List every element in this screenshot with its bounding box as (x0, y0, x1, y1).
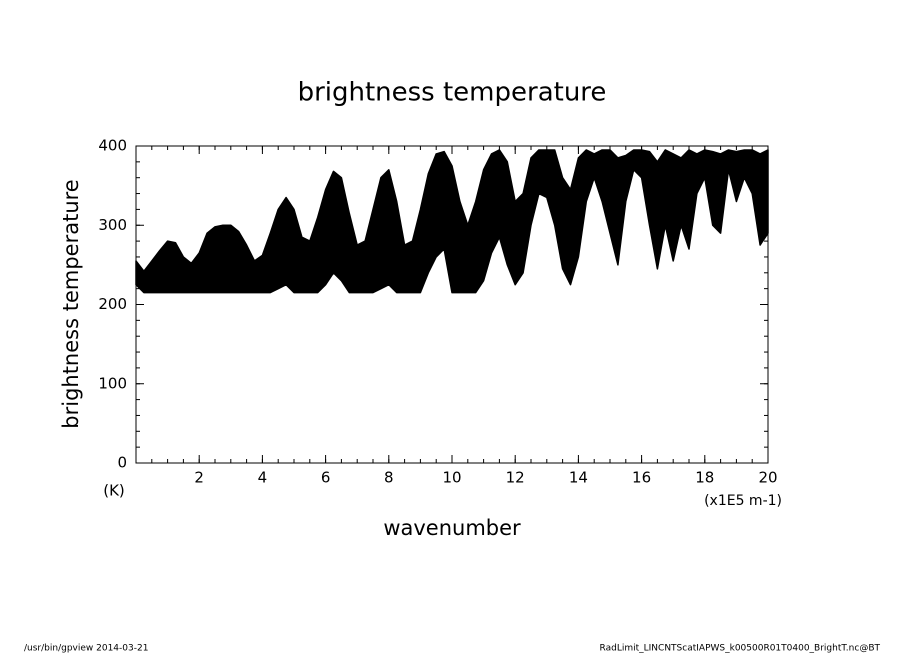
plot-frame (135, 145, 769, 464)
y-axis-unit: (K) (103, 482, 125, 500)
x-tick-label: 6 (321, 469, 331, 487)
x-tick-label: 4 (258, 469, 268, 487)
x-tick-label: 8 (384, 469, 394, 487)
footnote: /usr/bin/gpview 2014-03-21 (24, 644, 148, 654)
chart-title: brightness temperature (298, 78, 607, 108)
y-tick-label: 0 (117, 454, 127, 472)
y-tick-label: 400 (98, 137, 127, 155)
x-tick-label: 12 (506, 469, 525, 487)
y-axis-label: brightness temperature (59, 179, 83, 428)
x-axis-unit: (x1E5 m-1) (704, 493, 782, 509)
x-tick-label: 18 (695, 469, 714, 487)
y-tick-label: 200 (98, 295, 127, 313)
y-tick-label: 100 (98, 374, 127, 392)
x-tick-label: 14 (569, 469, 588, 487)
x-tick-label: 16 (632, 469, 651, 487)
x-tick-label: 10 (442, 469, 461, 487)
x-tick-label: 20 (758, 469, 777, 487)
y-tick-label: 300 (98, 216, 127, 234)
footnote: RadLimit_LINCNTScatIAPWS_k00500R01T0400_… (600, 644, 881, 654)
x-tick-label: 2 (194, 469, 204, 487)
x-axis-label: wavenumber (383, 516, 521, 540)
